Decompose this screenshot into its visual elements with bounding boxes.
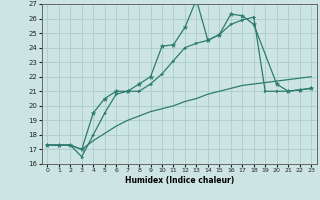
X-axis label: Humidex (Indice chaleur): Humidex (Indice chaleur): [124, 176, 234, 185]
